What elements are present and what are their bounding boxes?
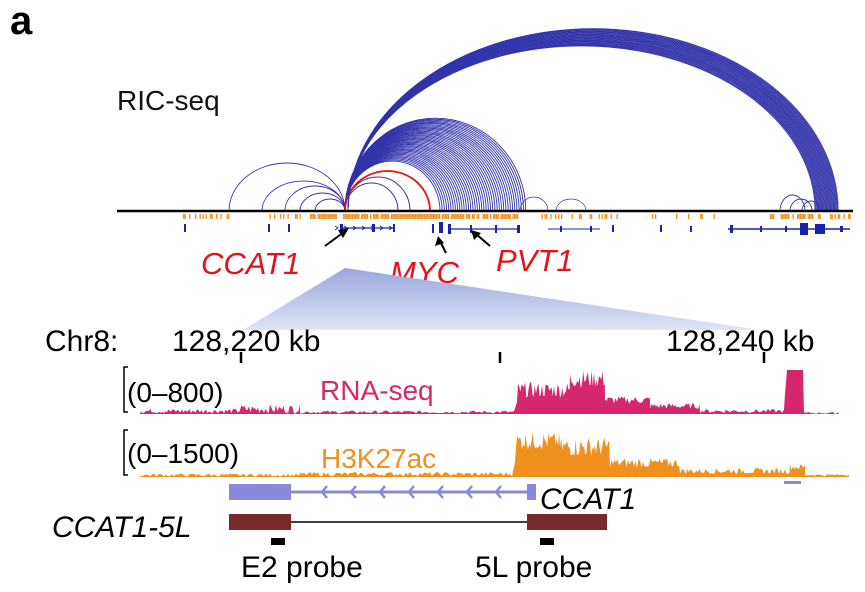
h3k27ac-range: (0–1500) (127, 438, 239, 469)
gene-annotation-track (184, 222, 850, 235)
ccat1-5l-transcript-model (229, 514, 607, 530)
h3k27ac-peak-marks (183, 214, 851, 219)
coordinate-right: 128,240 kb (666, 325, 814, 358)
5l-probe-label: 5L probe (475, 551, 592, 584)
e2-probe-label: E2 probe (241, 551, 363, 584)
rna-seq-range: (0–800) (127, 377, 224, 408)
coordinate-ticks (239, 352, 766, 363)
zoom-wedge (243, 268, 760, 330)
ric-seq-interaction-arcs (228, 28, 839, 212)
ric-seq-label: RIC-seq (117, 85, 220, 116)
ccat1-5l-transcript-label: CCAT1-5L (52, 511, 191, 544)
rna-seq-track-name: RNA-seq (320, 375, 434, 406)
h3k27ac-track-name: H3K27ac (321, 443, 436, 474)
chromosome-label: Chr8: (45, 325, 118, 358)
5l-probe-mark (540, 538, 554, 545)
h3k27ac-signal (140, 432, 849, 477)
small-feature-mark (784, 481, 801, 484)
gene-pointer-arrows (324, 228, 491, 254)
ccat1-transcript-label: CCAT1 (540, 483, 636, 516)
ccat1-transcript-model (229, 484, 536, 500)
rna-seq-signal (140, 370, 839, 414)
rna-seq-bracket (123, 366, 128, 413)
e2-probe-mark (271, 538, 285, 545)
h3k27ac-bracket (123, 429, 128, 476)
coordinate-left: 128,220 kb (172, 325, 320, 358)
gene-label-ccat1: CCAT1 (201, 246, 300, 281)
gene-label-pvt1: PVT1 (496, 243, 574, 278)
panel-label: a (10, 0, 33, 43)
